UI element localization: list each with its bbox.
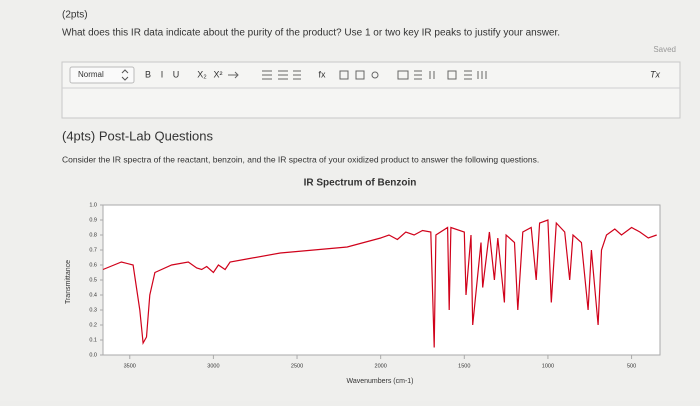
- x-tick-label: 2500: [291, 363, 303, 369]
- x-tick-label: 3500: [124, 363, 136, 369]
- question-points: (2pts): [62, 10, 88, 21]
- y-tick-label: 0.8: [89, 232, 97, 238]
- toolbar-button[interactable]: I: [161, 69, 164, 79]
- section-title: (4pts) Post-Lab Questions: [62, 128, 214, 143]
- y-tick-label: 1.0: [89, 202, 97, 208]
- toolbar-button[interactable]: X₂: [197, 69, 207, 79]
- y-tick-label: 0.6: [89, 262, 97, 268]
- table-icons[interactable]: [397, 70, 487, 80]
- plot-area: [102, 204, 661, 356]
- x-tick-label: 1000: [542, 363, 554, 369]
- toolbar-button[interactable]: fx: [318, 69, 326, 79]
- y-axis-label: Transmittance: [65, 260, 72, 304]
- toolbar-button[interactable]: B: [145, 69, 151, 79]
- format-label: Normal: [78, 70, 104, 79]
- clear-format[interactable]: Tx: [650, 69, 660, 79]
- list-icons[interactable]: [262, 70, 301, 80]
- y-tick-label: 0.1: [89, 337, 97, 343]
- arrow-icon[interactable]: [228, 71, 239, 79]
- chart-title: IR Spectrum of Benzoin: [304, 178, 417, 189]
- x-tick-label: 2000: [375, 363, 387, 369]
- y-tick-label: 0.5: [89, 277, 97, 283]
- select-arrow: [121, 69, 129, 81]
- y-tick-label: 0.7: [89, 247, 97, 253]
- y-tick-label: 0.9: [89, 217, 97, 223]
- x-tick-label: 3000: [207, 363, 219, 369]
- toolbar: B I U X₂ X² fx: [145, 69, 326, 79]
- editor-box[interactable]: [61, 61, 681, 119]
- y-tick-label: 0.0: [89, 352, 97, 358]
- format-select[interactable]: [69, 66, 135, 84]
- x-axis-label: Wavenumbers (cm-1): [346, 378, 413, 385]
- toolbar-icons: [228, 70, 487, 80]
- y-tick-label: 0.2: [89, 322, 97, 328]
- x-tick-label: 500: [627, 363, 636, 369]
- spectrum-line: [102, 219, 657, 348]
- media-icons[interactable]: [339, 70, 379, 80]
- toolbar-button[interactable]: U: [173, 69, 180, 79]
- y-tick-label: 0.3: [89, 307, 97, 313]
- toolbar-button[interactable]: X²: [214, 69, 223, 79]
- question-text: What does this IR data indicate about th…: [62, 28, 560, 39]
- x-tick-label: 1500: [458, 363, 470, 369]
- save-status: Saved: [653, 45, 676, 54]
- section-text: Consider the IR spectra of the reactant,…: [62, 154, 539, 164]
- plot: 0.0 0.1 0.2 0.3 0.4 0.5 0.6 0.7 0.8 0.9 1.0 3500 300…: [89, 202, 657, 369]
- y-tick-label: 0.4: [89, 292, 97, 298]
